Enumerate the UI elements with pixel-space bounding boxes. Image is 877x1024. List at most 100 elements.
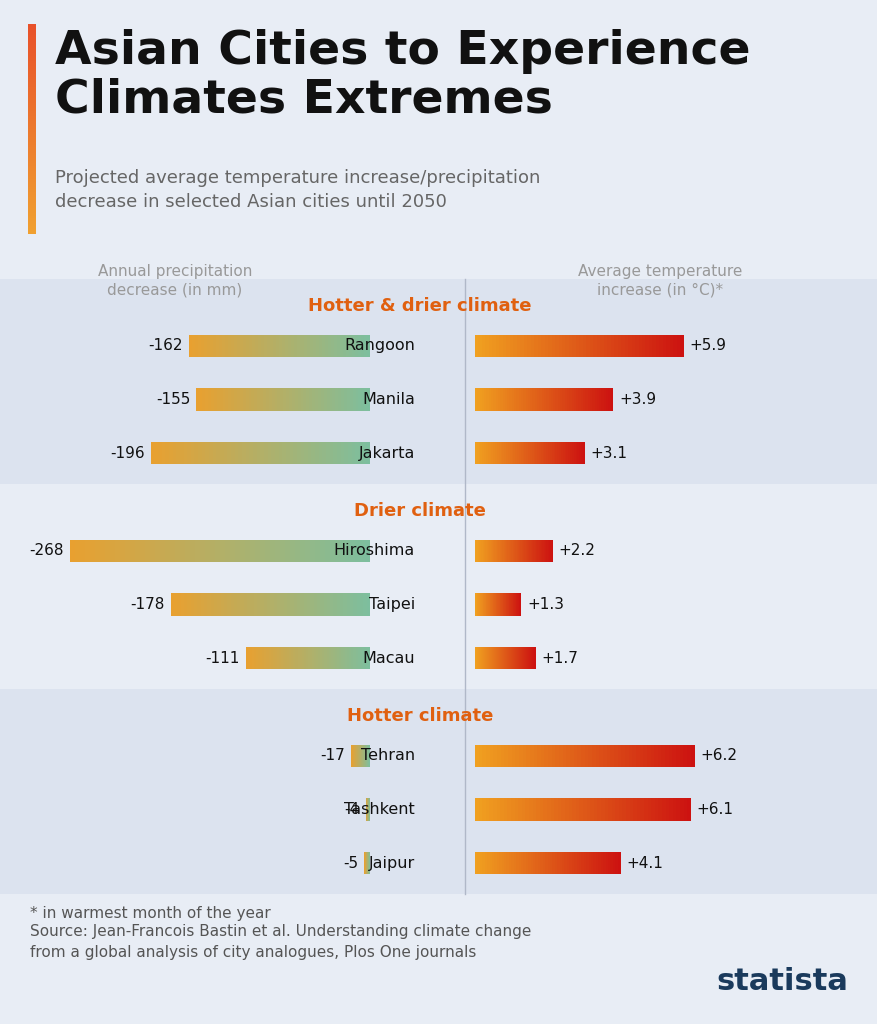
Bar <box>566 442 568 465</box>
Bar <box>531 647 532 670</box>
Bar <box>494 540 496 562</box>
Bar <box>510 647 511 670</box>
Bar <box>287 593 290 615</box>
Bar <box>349 388 353 411</box>
Bar <box>217 388 220 411</box>
Bar <box>490 388 494 411</box>
Bar <box>561 335 566 357</box>
Bar <box>581 852 583 874</box>
Bar <box>120 540 125 562</box>
Bar <box>320 593 324 615</box>
Bar <box>517 540 519 562</box>
Bar <box>539 540 541 562</box>
Bar <box>252 335 255 357</box>
Bar <box>489 442 491 465</box>
Bar <box>28 113 36 116</box>
Bar <box>264 442 267 465</box>
Bar <box>559 744 563 767</box>
Bar <box>296 647 297 670</box>
Bar <box>237 335 240 357</box>
Bar <box>310 540 315 562</box>
Bar <box>28 62 36 66</box>
Bar <box>340 442 345 465</box>
Bar <box>315 335 318 357</box>
Bar <box>517 335 520 357</box>
Bar <box>531 540 532 562</box>
Bar <box>280 388 283 411</box>
Bar <box>644 799 647 821</box>
Bar <box>300 540 305 562</box>
Bar <box>360 593 363 615</box>
Bar <box>189 335 192 357</box>
Bar <box>513 335 517 357</box>
Bar <box>28 195 36 198</box>
Bar <box>332 388 335 411</box>
Bar <box>238 442 242 465</box>
Bar <box>593 335 596 357</box>
Bar <box>542 540 544 562</box>
Bar <box>267 442 272 465</box>
Bar <box>523 852 525 874</box>
Bar <box>283 388 286 411</box>
Text: +4.1: +4.1 <box>625 856 662 870</box>
Bar <box>557 852 560 874</box>
Bar <box>28 94 36 97</box>
Bar <box>551 335 555 357</box>
Bar <box>300 388 303 411</box>
Bar <box>295 388 298 411</box>
Bar <box>483 593 484 615</box>
Bar <box>212 442 217 465</box>
Bar <box>557 388 560 411</box>
Bar <box>358 335 361 357</box>
Bar <box>496 744 501 767</box>
Bar <box>28 111 36 114</box>
Bar <box>494 852 496 874</box>
Bar <box>337 593 340 615</box>
Bar <box>503 852 506 874</box>
Bar <box>622 799 626 821</box>
Bar <box>538 388 542 411</box>
Bar <box>355 442 359 465</box>
Bar <box>28 176 36 179</box>
Bar <box>614 335 617 357</box>
Bar <box>528 647 529 670</box>
Bar <box>488 647 490 670</box>
Bar <box>503 647 505 670</box>
Bar <box>639 799 644 821</box>
Bar <box>514 593 516 615</box>
Text: Hotter & drier climate: Hotter & drier climate <box>308 297 531 315</box>
Bar <box>346 335 349 357</box>
Bar <box>482 540 484 562</box>
Bar <box>339 540 346 562</box>
Bar <box>28 223 36 226</box>
Bar <box>125 540 131 562</box>
Bar <box>590 852 594 874</box>
Bar <box>596 335 600 357</box>
Bar <box>474 647 476 670</box>
Bar <box>531 647 533 670</box>
Bar <box>28 153 36 156</box>
Bar <box>283 593 287 615</box>
Bar <box>214 593 217 615</box>
Bar <box>485 744 489 767</box>
Bar <box>492 593 494 615</box>
Bar <box>28 158 36 161</box>
Bar <box>28 181 36 184</box>
Bar <box>367 647 370 670</box>
Bar <box>675 744 680 767</box>
Text: Tehran: Tehran <box>360 749 415 763</box>
Bar <box>333 593 337 615</box>
Bar <box>600 335 603 357</box>
Bar <box>170 593 175 615</box>
Bar <box>260 593 264 615</box>
Bar <box>231 388 234 411</box>
Bar <box>330 442 333 465</box>
Bar <box>589 799 594 821</box>
Bar <box>303 388 307 411</box>
Bar <box>512 647 514 670</box>
Bar <box>486 388 488 411</box>
Bar <box>326 388 330 411</box>
Bar <box>478 744 482 767</box>
Bar <box>495 442 497 465</box>
Bar <box>190 593 195 615</box>
